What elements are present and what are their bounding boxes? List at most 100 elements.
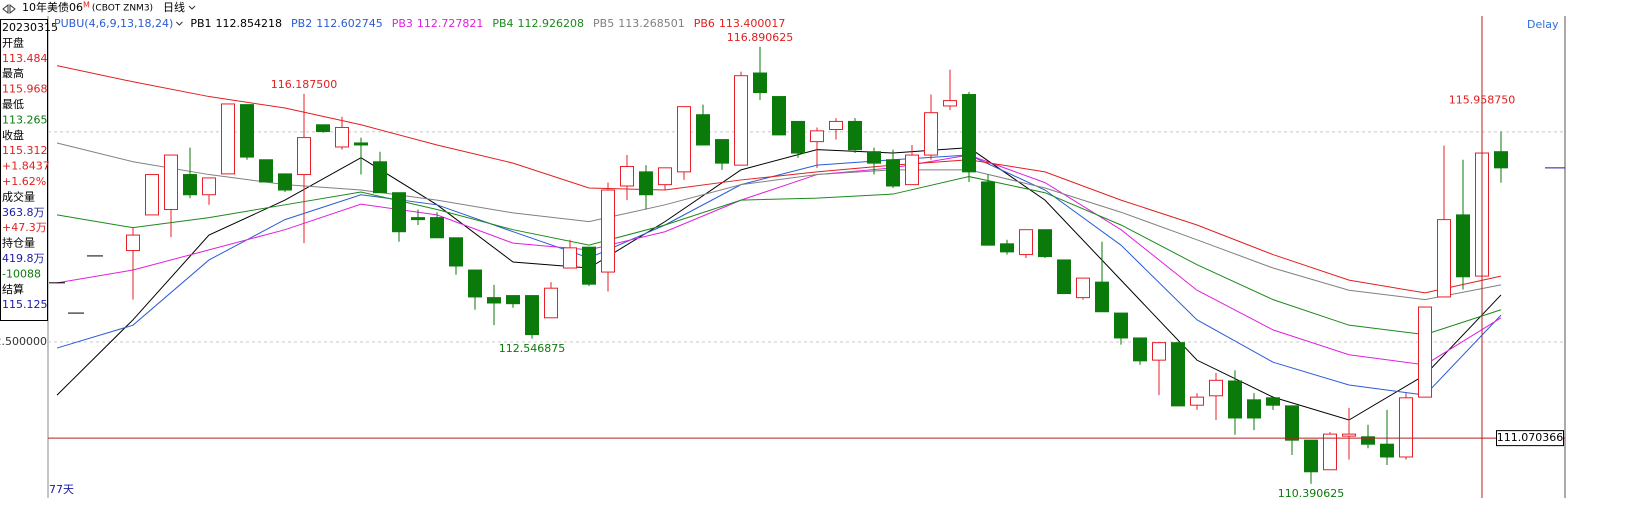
legend-name: PB6 xyxy=(694,17,715,30)
candle-body xyxy=(316,124,330,133)
ma-line xyxy=(56,154,1502,396)
candle-body xyxy=(1171,342,1185,407)
candle-body xyxy=(259,159,273,183)
legend-value: 113.268501 xyxy=(618,17,684,30)
candle-body xyxy=(1076,277,1090,299)
candle-body xyxy=(392,192,406,233)
candle-body xyxy=(430,217,444,239)
candle-body xyxy=(221,103,235,175)
candle-body xyxy=(449,237,463,267)
candle-body xyxy=(601,189,615,273)
candle-body xyxy=(354,142,368,146)
candle-body xyxy=(1285,405,1299,441)
legend-value: 113.400017 xyxy=(719,17,785,30)
info-label: 收盘 xyxy=(2,128,24,142)
candle-body xyxy=(1133,337,1147,362)
symbol-flag: M xyxy=(83,1,90,10)
candle-body xyxy=(335,126,349,148)
candle-body xyxy=(1323,433,1337,471)
candle-body xyxy=(1266,397,1280,406)
extreme-label: 116.890625 xyxy=(727,31,793,44)
candle-body xyxy=(696,114,710,146)
candle-body xyxy=(677,106,691,173)
legend-value: 112.602745 xyxy=(316,17,382,30)
candle-body xyxy=(563,247,577,269)
info-label: 持仓量 xyxy=(2,236,35,250)
info-label: 最低 xyxy=(2,98,24,111)
ma-line xyxy=(56,142,1502,301)
candle-body xyxy=(202,177,216,196)
candle-body xyxy=(1152,342,1166,361)
info-value: 115.125 xyxy=(2,298,48,311)
candle-body xyxy=(126,234,140,252)
candle-body xyxy=(1019,229,1033,256)
candle-body xyxy=(278,173,292,191)
legend-value: 112.926208 xyxy=(518,17,584,30)
candle-body xyxy=(582,246,596,285)
crosshair-label: 111.070366 xyxy=(1497,431,1563,444)
legend-value: 112.727821 xyxy=(417,17,483,30)
period-selector[interactable]: 日线 xyxy=(163,0,185,14)
info-date: 20230315 xyxy=(2,21,58,34)
candle-body xyxy=(468,269,482,298)
candle-body xyxy=(772,96,786,136)
candle-body xyxy=(1418,306,1432,398)
candle-body xyxy=(1399,397,1413,458)
candle-body xyxy=(924,112,938,156)
candle-body xyxy=(829,120,843,131)
candle-body xyxy=(962,94,976,173)
info-value: +1.8437 xyxy=(2,160,50,173)
candle-body xyxy=(905,154,919,186)
exchange: (CBOT ZNM3) xyxy=(92,4,153,14)
candle-body xyxy=(981,181,995,246)
info-value: 113.265 xyxy=(2,113,48,126)
candle-body xyxy=(1228,380,1242,419)
candle-body xyxy=(183,174,197,196)
info-value: 115.312 xyxy=(2,144,48,157)
legend-name: PB5 xyxy=(593,17,614,30)
app-icon xyxy=(2,3,16,15)
bar-count: 77天 xyxy=(49,483,74,496)
legend-name: PB2 xyxy=(291,17,312,30)
info-value: 115.968 xyxy=(2,83,48,96)
delay-flag: Delay xyxy=(1527,18,1559,31)
info-label: 最高 xyxy=(2,66,24,80)
ma-line xyxy=(56,65,1502,294)
candle-body xyxy=(715,139,729,164)
info-label: 结算 xyxy=(2,282,24,296)
candle-body xyxy=(1114,312,1128,339)
ma-line xyxy=(56,147,1502,421)
legend-name: PB4 xyxy=(492,17,513,30)
candle-body xyxy=(1456,214,1470,278)
extreme-label: 112.546875 xyxy=(499,342,565,355)
info-value: +47.3万 xyxy=(2,221,47,234)
info-value: -10088 xyxy=(2,267,41,280)
extreme-label: 110.390625 xyxy=(1278,487,1344,500)
candle-body xyxy=(164,154,178,211)
candle-body xyxy=(145,174,159,216)
candle-body xyxy=(544,287,558,319)
candle-body xyxy=(1038,229,1052,258)
indicator-chevron[interactable] xyxy=(175,21,183,26)
y-tick-label: 112.500000 xyxy=(0,335,47,348)
candle-body xyxy=(734,75,748,166)
candle-body xyxy=(506,295,520,305)
info-value: 419.8万 xyxy=(2,252,45,265)
candle-body xyxy=(373,161,387,194)
legend-name: PB1 xyxy=(190,17,211,30)
candle-body xyxy=(1247,399,1261,419)
period-chevron[interactable] xyxy=(188,5,196,10)
info-panel-box xyxy=(0,19,48,321)
indicator-name[interactable]: PUBU(4,6,9,13,18,24) xyxy=(54,17,173,30)
candle-body xyxy=(658,167,672,186)
candle-body xyxy=(810,130,824,143)
candle-body xyxy=(791,120,805,154)
symbol: 10年美债06 xyxy=(22,0,83,14)
candle-body xyxy=(639,171,653,196)
legend-value: 112.854218 xyxy=(216,17,282,30)
legend-name: PB3 xyxy=(392,17,413,30)
candle-body xyxy=(943,100,957,107)
candle-body xyxy=(525,295,539,336)
